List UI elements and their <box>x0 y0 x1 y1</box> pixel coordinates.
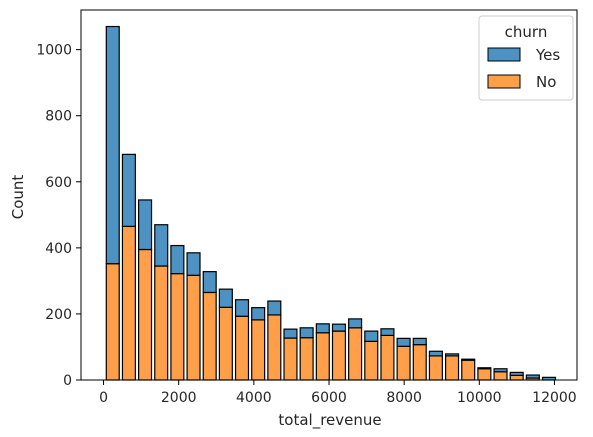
bar-yes-3 <box>154 224 169 267</box>
x-tick-label-6: 12000 <box>532 390 577 406</box>
bar-no-1 <box>121 225 136 381</box>
bar-yes-14 <box>331 323 347 332</box>
bar-yes-10 <box>267 300 282 316</box>
bar-no-22 <box>461 359 476 381</box>
bar-no-17 <box>380 334 395 381</box>
legend-label-yes: Yes <box>535 46 560 64</box>
y-tick-label-1: 200 <box>45 307 72 323</box>
bar-no-15 <box>348 327 363 381</box>
bar-no-14 <box>331 330 347 381</box>
bar-no-9 <box>251 319 266 381</box>
x-tick-label-4: 8000 <box>386 390 422 406</box>
bar-no-2 <box>138 248 153 381</box>
bar-yes-19 <box>412 337 427 346</box>
legend: churn Yes No <box>478 15 574 101</box>
bar-yes-25 <box>509 371 524 376</box>
bar-yes-2 <box>138 199 153 251</box>
bar-no-0 <box>105 263 120 381</box>
bar-yes-16 <box>364 330 379 342</box>
bar-yes-5 <box>186 252 201 276</box>
bar-no-19 <box>412 344 427 381</box>
bar-yes-4 <box>170 244 185 275</box>
bar-yes-11 <box>283 328 298 339</box>
legend-swatch-no <box>487 74 521 89</box>
bar-no-21 <box>444 355 460 381</box>
bar-no-20 <box>428 355 443 381</box>
bar-yes-1 <box>121 153 136 227</box>
bar-yes-13 <box>315 323 330 334</box>
bar-no-8 <box>234 315 250 381</box>
bar-no-18 <box>396 345 411 381</box>
bar-no-16 <box>364 340 379 381</box>
bar-yes-6 <box>202 271 217 294</box>
x-tick-label-2: 4000 <box>236 390 272 406</box>
bar-no-11 <box>283 337 298 381</box>
bar-yes-7 <box>218 288 233 308</box>
x-tick-label-0: 0 <box>99 390 108 406</box>
bar-yes-17 <box>380 328 395 337</box>
bar-no-25 <box>509 374 524 381</box>
y-tick-label-2: 400 <box>45 241 72 257</box>
bar-yes-22 <box>461 358 476 361</box>
y-axis-title: Count <box>9 175 27 220</box>
x-tick-label-1: 2000 <box>161 390 197 406</box>
bar-yes-0 <box>105 25 120 265</box>
legend-swatch-yes <box>487 47 521 62</box>
bar-yes-23 <box>477 367 492 370</box>
x-tick-label-3: 6000 <box>311 390 347 406</box>
y-tick-label-0: 0 <box>63 373 72 389</box>
bar-no-4 <box>170 273 185 381</box>
y-axis-ticks: 0 200 400 600 800 1000 <box>36 43 81 389</box>
bar-no-23 <box>477 368 492 381</box>
x-axis-title: total_revenue <box>278 411 381 430</box>
bar-yes-15 <box>348 318 363 329</box>
bar-no-10 <box>267 314 282 381</box>
bar-yes-9 <box>251 307 266 321</box>
legend-title: churn <box>505 23 548 41</box>
bar-yes-26 <box>525 374 540 379</box>
bar-no-6 <box>202 291 217 381</box>
bar-no-7 <box>218 306 233 381</box>
x-tick-label-5: 10000 <box>457 390 502 406</box>
y-tick-label-3: 600 <box>45 175 72 191</box>
bar-no-24 <box>493 371 508 381</box>
y-tick-label-5: 1000 <box>36 43 72 59</box>
x-axis-ticks: 0 2000 4000 6000 8000 10000 12000 <box>99 380 577 406</box>
plot-frame <box>80 9 578 381</box>
bar-no-3 <box>154 265 169 381</box>
bar-no-13 <box>315 332 330 381</box>
bar-yes-20 <box>428 350 443 357</box>
bar-yes-8 <box>234 299 250 317</box>
y-tick-label-4: 800 <box>45 109 72 125</box>
bar-yes-21 <box>444 353 460 357</box>
bar-yes-18 <box>396 337 411 347</box>
bar-yes-24 <box>493 368 508 373</box>
bar-no-12 <box>299 337 314 381</box>
bars-layer <box>105 25 557 381</box>
bar-yes-12 <box>299 327 314 339</box>
bar-no-5 <box>186 274 201 381</box>
legend-label-no: No <box>536 73 556 91</box>
